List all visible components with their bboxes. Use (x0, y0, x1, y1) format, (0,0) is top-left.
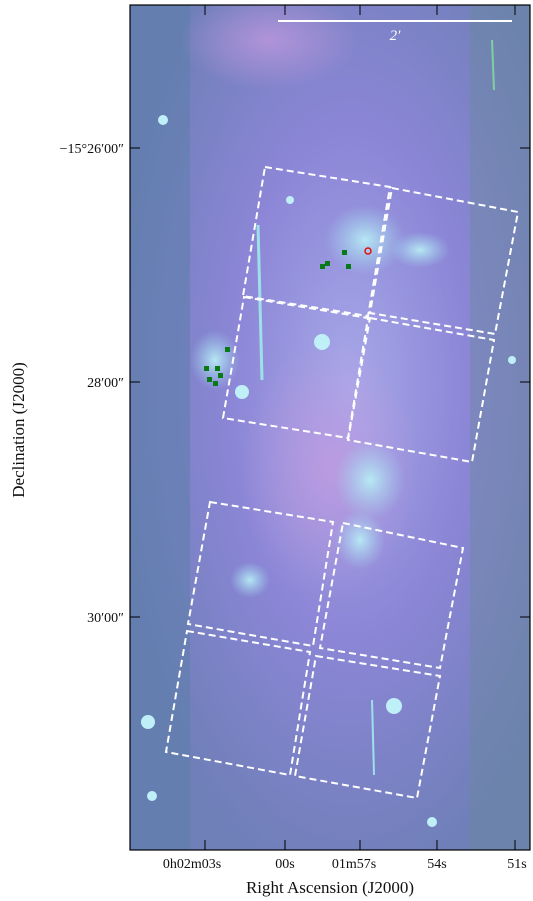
y-tick-label: 28′00″ (87, 376, 124, 391)
x-tick-label: 01m57s (332, 857, 376, 872)
page: {"figure": { "scale_bar_label": "2′", "x… (0, 0, 533, 901)
x-axis-label: Right Ascension (J2000) (246, 878, 414, 897)
y-tick-label: 30′00″ (87, 611, 124, 626)
figure: 2′ 0h02m03s 00s 01m57s 54s 51s Right Asc… (0, 0, 533, 901)
x-tick-label: 54s (427, 857, 446, 872)
y-axis-label: Declination (J2000) (9, 362, 28, 498)
scale-bar-label: 2′ (390, 28, 402, 44)
sky-image (130, 0, 530, 850)
y-tick-label: −15°26′00″ (60, 142, 125, 157)
x-tick-label: 51s (507, 857, 526, 872)
x-tick-label: 00s (275, 857, 294, 872)
x-tick-label: 0h02m03s (163, 857, 221, 872)
